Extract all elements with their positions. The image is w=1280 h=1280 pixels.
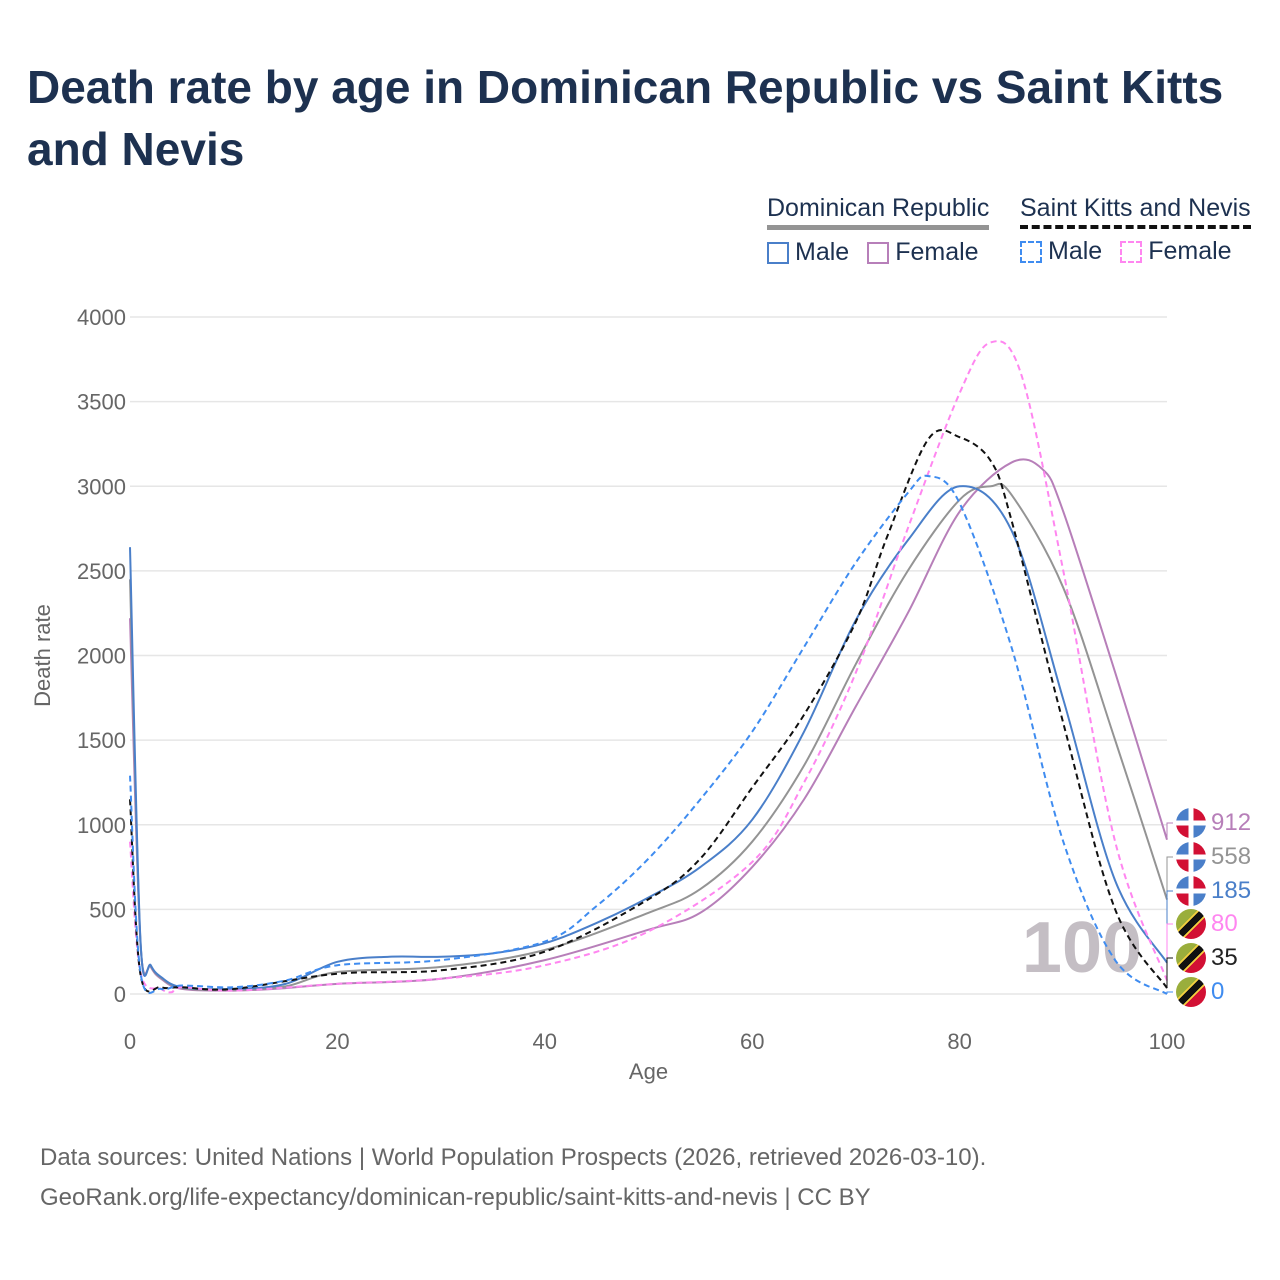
series-line-dominican-republic-female [129,458,1168,992]
dominican-republic-flag-icon [1176,876,1206,906]
dominican-republic-flag-icon [1176,808,1206,838]
y-tick-label: 1500 [77,728,126,753]
legend-group-label: Dominican Republic [767,194,990,230]
legend-label: Male [1048,237,1103,265]
source-note: Data sources: United Nations | World Pop… [40,1138,986,1218]
legend-group-dominican-republic: Dominican Republic Male Female [767,194,990,267]
legend-swatch [867,241,890,264]
legend-item-kn-female[interactable]: Female [1120,237,1232,266]
legend-group-saint-kitts-and-nevis: Saint Kitts and Nevis Male Female [1020,194,1251,266]
y-tick-label: 0 [114,982,126,1007]
legend-label: Female [1148,237,1232,265]
source-link[interactable]: GeoRank.org/life-expectancy/dominican-re… [40,1184,871,1211]
saint-kitts-and-nevis-flag-icon [1176,909,1206,939]
legend-item-kn-male[interactable]: Male [1020,237,1102,266]
saint-kitts-and-nevis-flag-icon [1176,977,1206,1007]
end-value-label: 0 [1211,978,1225,1005]
end-label-connector [1166,856,1173,900]
x-axis-label: Age [629,1059,668,1084]
y-tick-label: 4000 [77,305,126,330]
x-tick-label: 100 [1149,1029,1186,1054]
end-label-connector [1166,890,1173,963]
y-tick-label: 1000 [77,813,126,838]
y-tick-label: 3500 [77,390,126,415]
end-label-connector [1166,822,1173,840]
series-line-dominican-republic-male [129,485,1168,991]
end-value-label: 912 [1211,809,1252,836]
end-label-connector [1166,957,1173,989]
end-value-label: 185 [1211,877,1252,904]
y-tick-label: 3000 [77,474,126,499]
legend-group-label: Saint Kitts and Nevis [1020,194,1251,229]
legend-label: Female [895,238,979,266]
legend-item-dr-female[interactable]: Female [867,238,979,267]
chart-title: Death rate by age in Dominican Republic … [27,61,1224,175]
x-tick-label: 20 [325,1029,349,1054]
y-axis-label: Death rate [30,604,55,707]
end-value-label: 35 [1211,944,1238,971]
saint-kitts-and-nevis-flag-icon [1176,943,1206,973]
end-value-label: 558 [1211,843,1252,870]
source-line: Data sources: United Nations | World Pop… [40,1144,987,1171]
legend-swatch [1020,240,1042,263]
series-line-saint-kitts-and-nevis-total [129,429,1168,993]
x-tick-label: 40 [533,1029,557,1054]
legend-label: Male [795,238,850,266]
y-tick-label: 2000 [77,644,126,669]
end-label-connector [1166,923,1173,981]
series-line-dominican-republic-total [129,482,1168,991]
legend-swatch [767,241,789,264]
x-tick-label: 80 [947,1029,971,1054]
series-line-saint-kitts-and-nevis-male [129,474,1168,995]
legend-swatch [1120,240,1143,263]
y-tick-label: 2500 [77,559,126,584]
end-label-connector [1166,991,1173,994]
dominican-republic-flag-icon [1176,842,1206,872]
end-value-label: 80 [1211,910,1238,937]
series-line-saint-kitts-and-nevis-female [129,340,1168,994]
year-watermark: 100 [1022,908,1142,988]
y-tick-label: 500 [89,897,126,922]
x-tick-label: 0 [124,1029,136,1054]
legend-item-dr-male[interactable]: Male [767,238,849,267]
x-tick-label: 60 [740,1029,764,1054]
